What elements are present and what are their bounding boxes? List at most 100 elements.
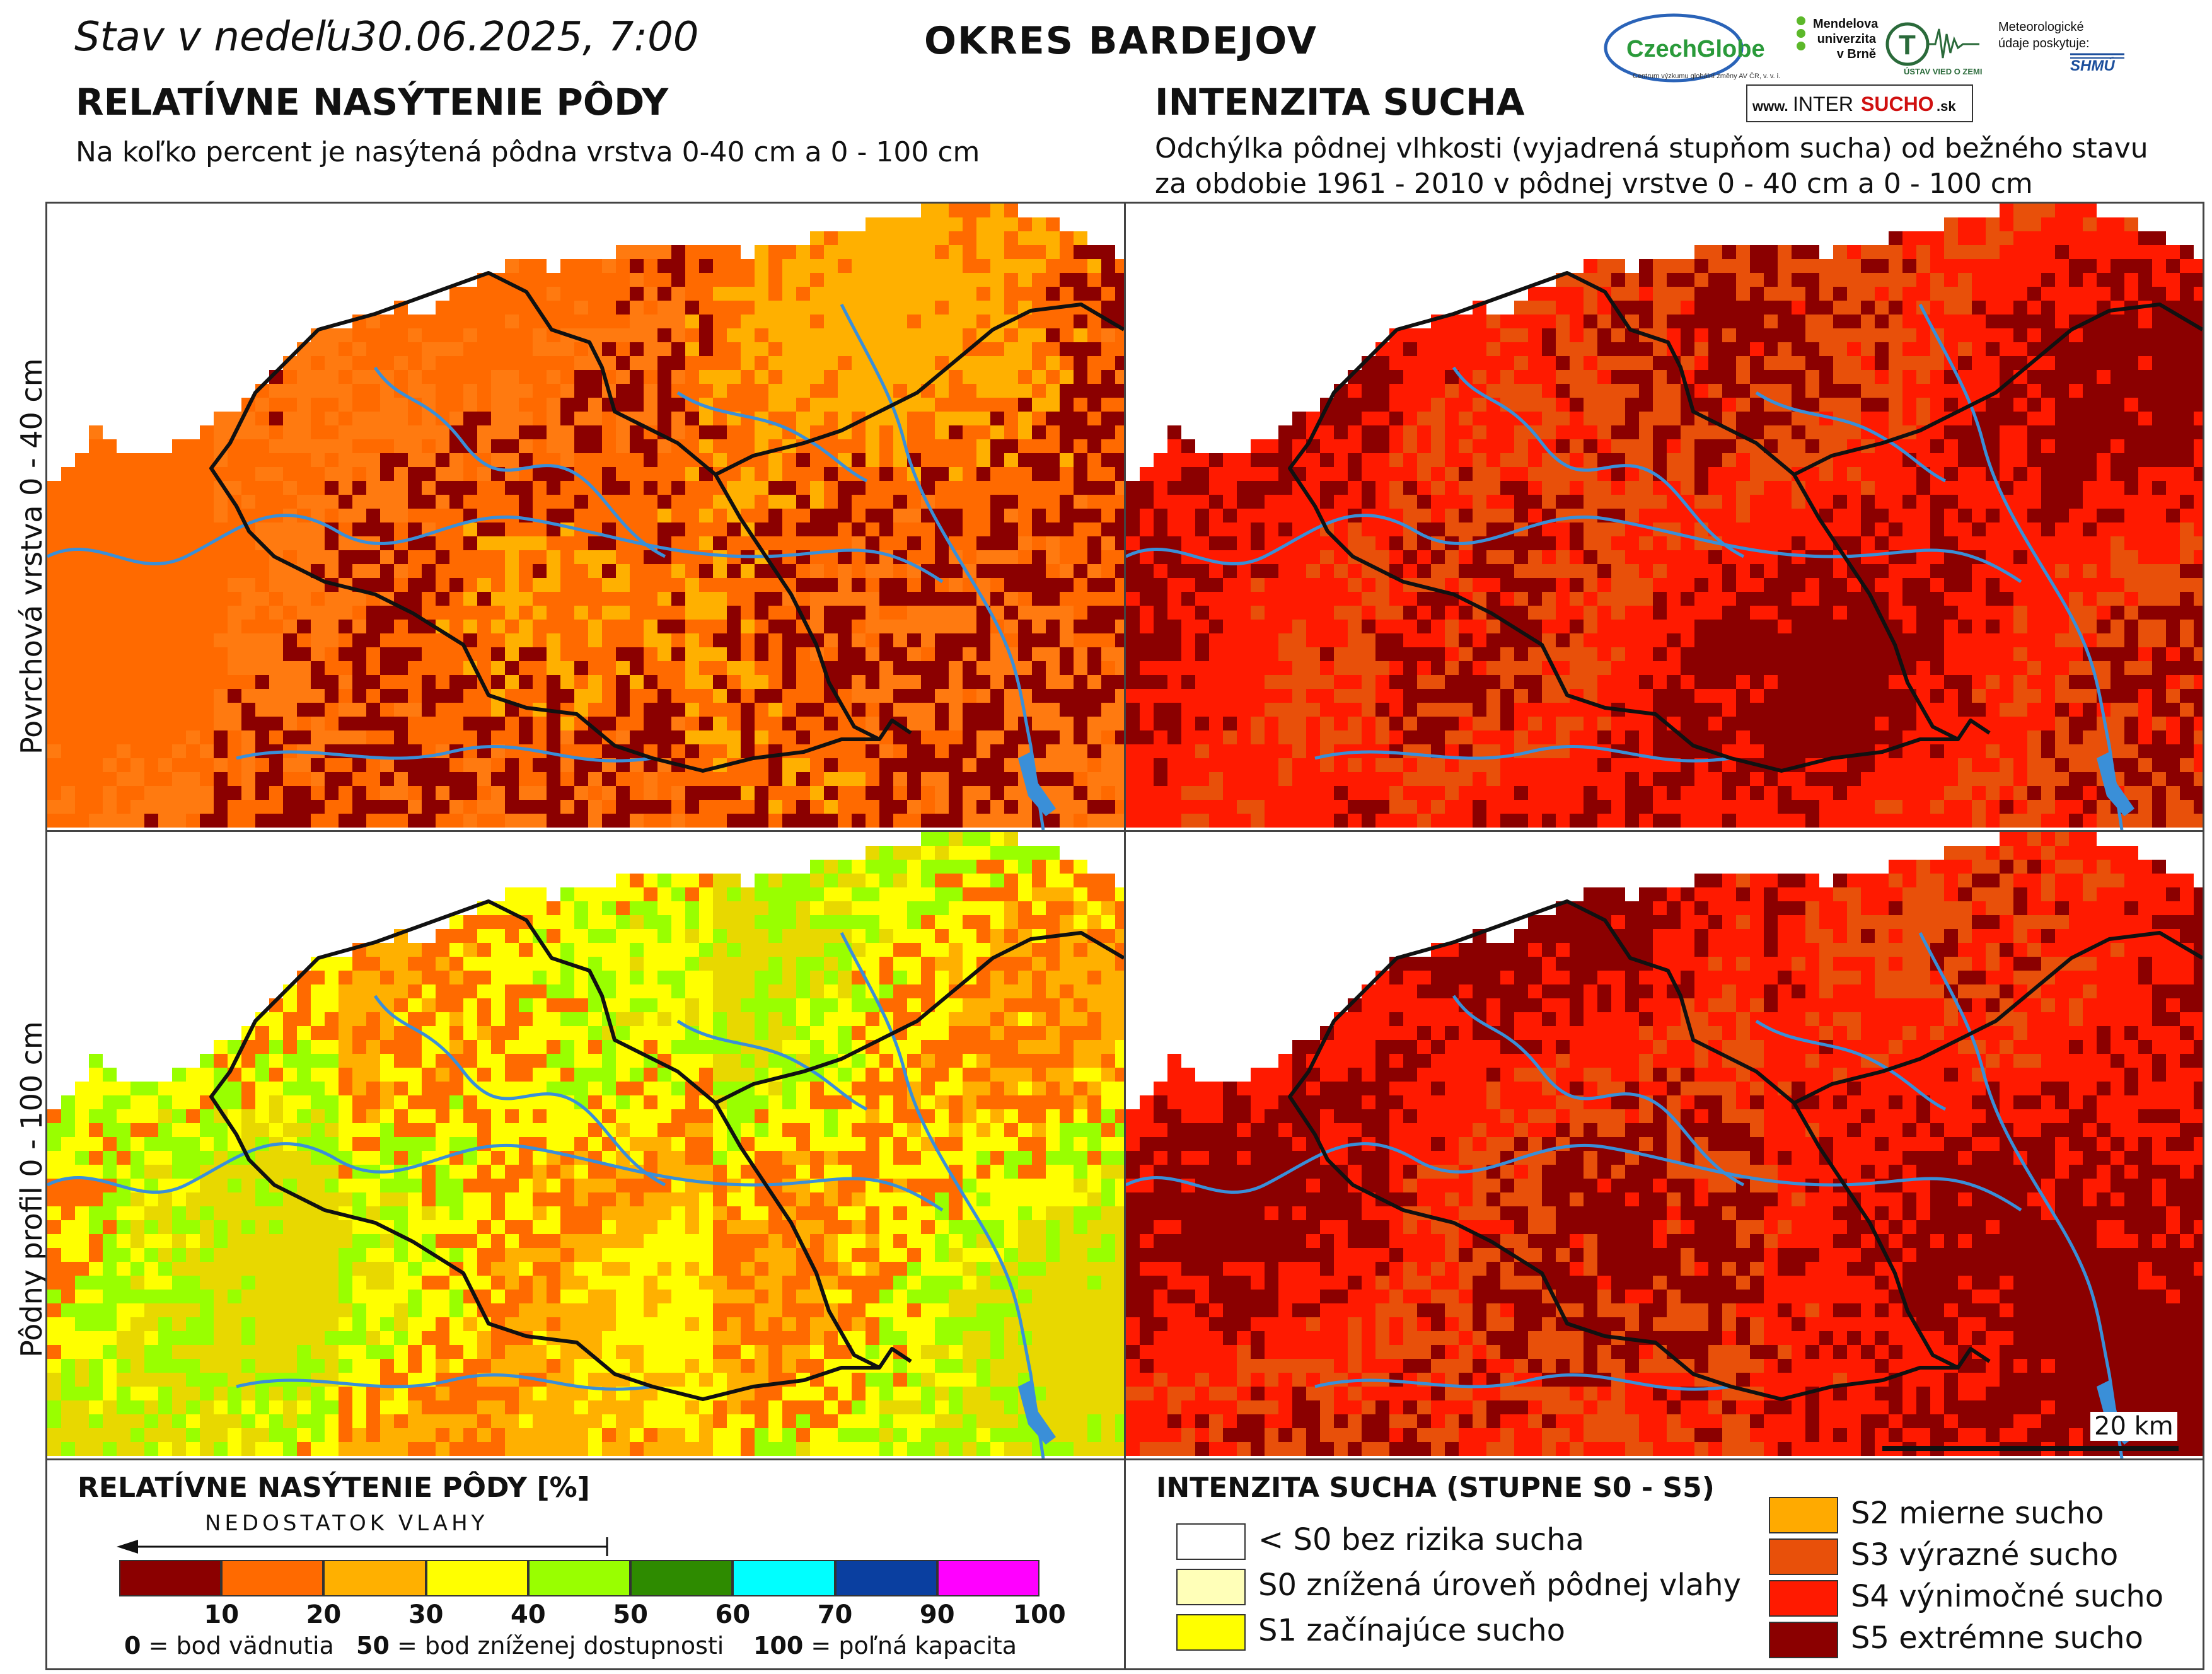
ustav-logo: T ÚSTAV VIED O ZEMI (1885, 22, 1982, 76)
river-line (236, 744, 653, 763)
svg-text:SHMÚ: SHMÚ (2070, 57, 2115, 74)
raster-cells (1126, 832, 2203, 1456)
drought-legend: INTENZITA SUCHA (STUPNE S0 - S5) < S0 be… (1124, 1458, 2204, 1670)
svg-text:T: T (1899, 30, 1916, 61)
drought-legend-label: S2 mierne sucho (1851, 1496, 2104, 1531)
row-label-bottom: Pôdny profil 0 - 100 cm (14, 1021, 49, 1358)
drought-profile-raster (1126, 832, 2203, 1458)
colorbar-class-50-60 (630, 1560, 733, 1596)
partner-logos: CzechGlobe Centrum výzkumu globální změn… (1601, 10, 2206, 124)
district-border (1288, 359, 1958, 773)
right-section-subtitle-2: za obdobie 1961 - 2010 v pôdnej vrstve 0… (1155, 168, 2033, 200)
svg-text:ÚSTAV VIED O ZEMI: ÚSTAV VIED O ZEMI (1904, 67, 1982, 76)
drought-legend-label: S3 výrazné sucho (1851, 1537, 2119, 1573)
drought-swatch (1769, 1538, 1838, 1575)
colorbar-class-70-90 (835, 1560, 937, 1596)
left-section-title: RELATÍVNE NASÝTENIE PÔDY (76, 81, 669, 124)
drought-legend-label: S1 začínajúce sucho (1258, 1613, 1565, 1648)
raster-cells (1126, 204, 2203, 828)
river-line (47, 1142, 944, 1212)
scale-bar-label: 20 km (2090, 1412, 2177, 1441)
mendel-logo-text: Mendelova univerzita v Brně (1813, 17, 1879, 61)
reservoir-shape (1018, 1380, 1056, 1445)
district-title: OKRES BARDEJOV (924, 19, 1318, 63)
district-border (285, 899, 912, 1370)
svg-text:CzechGlobe: CzechGlobe (1626, 36, 1765, 62)
drought-swatch (1769, 1497, 1838, 1533)
river-line (1918, 303, 2124, 830)
river-line (373, 995, 666, 1187)
colorbar-class-40-50 (528, 1560, 631, 1596)
colorbar-tick-label: 20 (306, 1600, 342, 1629)
river-line (676, 391, 868, 483)
district-border (209, 359, 879, 773)
colorbar-class-20-30 (323, 1560, 426, 1596)
river-line (1126, 1142, 2022, 1212)
row-label-top: Povrchová vrstva 0 - 40 cm (14, 358, 49, 754)
river-line (1452, 366, 1745, 558)
mendel-dots-icon (1797, 16, 1809, 67)
river-line (1452, 995, 1745, 1187)
svg-text:.sk: .sk (1937, 98, 1956, 114)
colorbar-tick-label: 40 (511, 1600, 546, 1629)
colorbar-class-30-40 (426, 1560, 528, 1596)
right-section-title: INTENZITA SUCHA (1155, 81, 1525, 124)
meteo-data-text: Meteorologické údaje poskytuje: (1998, 20, 2090, 50)
colorbar-class-90-100 (937, 1560, 1039, 1596)
saturation-topsoil-raster (47, 204, 1124, 830)
right-section-subtitle-1: Odchýlka pôdnej vlhkosti (vyjadrená stup… (1155, 132, 2148, 165)
river-line (676, 1019, 868, 1111)
drought-legend-label: S0 znížená úroveň pôdnej vlahy (1258, 1567, 1741, 1603)
district-border (1364, 899, 1991, 1370)
svg-text:www.: www. (1752, 98, 1788, 114)
drought-legend-label: < S0 bez rizika sucha (1258, 1522, 1585, 1557)
intersucho-logo: www. INTER SUCHO .sk (1746, 84, 1973, 122)
district-border (1793, 303, 2203, 476)
district-border (714, 931, 1124, 1105)
colorbar-tick-label: 10 (204, 1600, 240, 1629)
reservoir-shape (2097, 752, 2134, 816)
river-line (1755, 1019, 1947, 1111)
czechglobe-logo: CzechGlobe Centrum výzkumu globální změn… (1604, 13, 1780, 83)
shmu-logo: SHMÚ (2070, 53, 2124, 74)
river-line (840, 303, 1045, 830)
river-line (1918, 932, 2124, 1458)
drought-swatch (1176, 1523, 1246, 1560)
legend-note-50: 50 = bod zníženej dostupnosti (356, 1632, 724, 1660)
legend-note-0: 0 = bod vädnutia (124, 1632, 334, 1660)
river-line (840, 932, 1045, 1458)
drought-legend-title: INTENZITA SUCHA (STUPNE S0 - S5) (1156, 1472, 1715, 1504)
svg-text:Centrum výzkumu globální změny: Centrum výzkumu globální změny AV ČR, v.… (1633, 72, 1780, 80)
map-drought-profile: 20 km (1124, 830, 2204, 1460)
colorbar-tick-label: 60 (715, 1600, 751, 1629)
saturation-legend: RELATÍVNE NASÝTENIE PÔDY [%] NEDOSTATOK … (45, 1458, 1126, 1670)
colorbar-tick-label: 90 (919, 1600, 955, 1629)
colorbar-class-10-20 (221, 1560, 324, 1596)
colorbar-tick-label: 50 (613, 1600, 648, 1629)
river-line (1755, 391, 1947, 483)
saturation-colorbar (119, 1560, 1039, 1596)
river-line (373, 366, 666, 558)
drought-topsoil-raster (1126, 204, 2203, 830)
deficit-arrow-label: NEDOSTATOK VLAHY (205, 1511, 489, 1536)
district-border (209, 988, 879, 1401)
colorbar-tick-label: 100 (1013, 1600, 1066, 1629)
map-drought-topsoil (1124, 202, 2204, 832)
drought-swatch (1176, 1569, 1246, 1605)
colorbar-tick-label: 30 (408, 1600, 444, 1629)
svg-text:SUCHO: SUCHO (1861, 93, 1934, 115)
saturation-profile-raster (47, 832, 1124, 1458)
legend-note-100: 100 = poľná kapacita (753, 1632, 1017, 1660)
river-line (1126, 514, 2022, 584)
raster-cells (47, 204, 1124, 828)
raster-cells (47, 832, 1124, 1456)
colorbar-class-60-70 (733, 1560, 835, 1596)
drought-swatch (1769, 1580, 1838, 1617)
district-border (1793, 931, 2203, 1105)
saturation-legend-title: RELATÍVNE NASÝTENIE PÔDY [%] (78, 1472, 590, 1504)
district-border (1364, 271, 1991, 741)
saturation-colorbar-ticks: 10 20 30 40 50 60 70 90 100 (119, 1600, 1065, 1632)
scale-bar (1882, 1446, 2179, 1451)
river-line (1314, 744, 1732, 763)
drought-legend-label: S4 výnimočné sucho (1851, 1579, 2164, 1614)
